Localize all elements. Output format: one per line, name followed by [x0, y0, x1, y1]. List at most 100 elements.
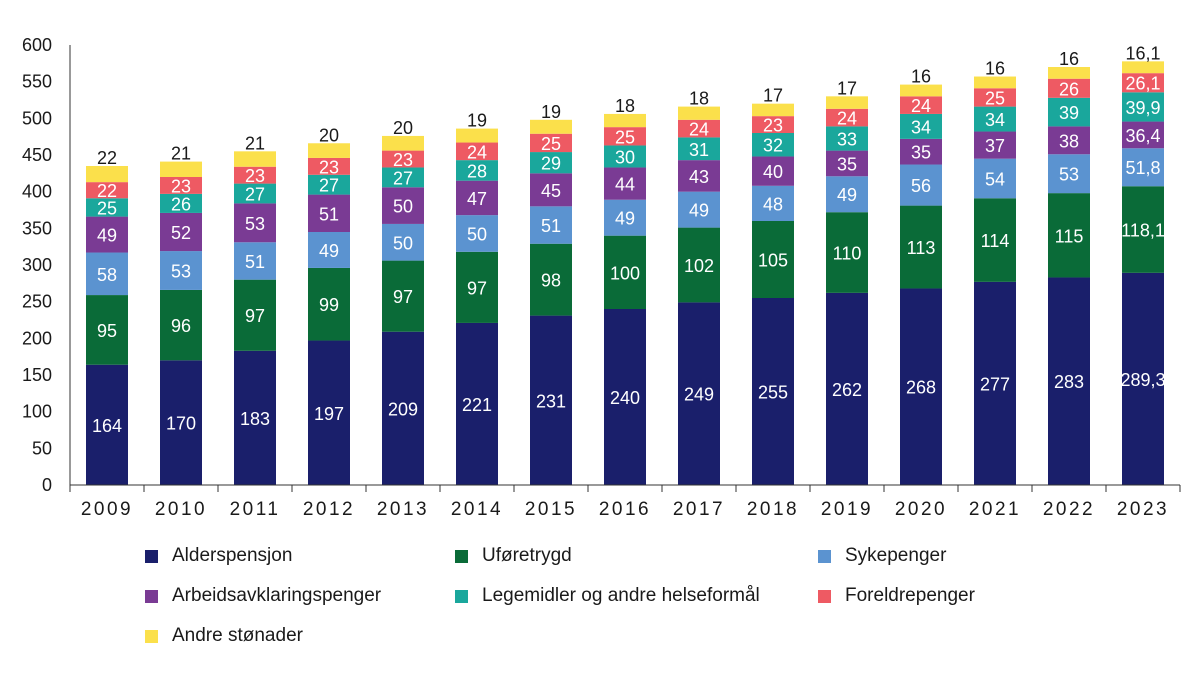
bar-segment-alderspensjon	[1122, 272, 1164, 485]
y-tick-label: 100	[22, 402, 52, 422]
data-label: 27	[393, 168, 413, 188]
bar-segment-arbeidsavklaringspenger	[826, 150, 868, 177]
bar-segment-legemidler-og-andre-helseformal	[234, 183, 276, 204]
bar-segment-sykepenger	[160, 251, 202, 290]
data-label: 96	[171, 316, 191, 336]
bar-segment-sykepenger	[456, 215, 498, 252]
data-label: 27	[245, 185, 265, 205]
bar-segment-arbeidsavklaringspenger	[1122, 121, 1164, 149]
data-label: 49	[319, 241, 339, 261]
x-tick-label: 2009	[81, 499, 133, 520]
data-label: 53	[245, 214, 265, 234]
x-tick-label: 2023	[1117, 499, 1169, 520]
y-tick-label: 150	[22, 365, 52, 385]
bar-segment-sykepenger	[308, 232, 350, 268]
data-label: 21	[171, 144, 191, 164]
bar-segment-foreldrepenger	[308, 157, 350, 175]
x-tick-label: 2015	[525, 499, 577, 520]
data-label: 110	[833, 244, 862, 264]
data-label: 26	[171, 194, 191, 214]
bar-segment-arbeidsavklaringspenger	[308, 194, 350, 232]
bar-segment-arbeidsavklaringspenger	[604, 167, 646, 200]
bar-segment-legemidler-og-andre-helseformal	[530, 152, 572, 174]
data-label: 23	[763, 116, 783, 136]
data-label: 268	[906, 378, 936, 398]
data-label: 16	[985, 59, 1005, 79]
bar-segment-sykepenger	[974, 158, 1016, 199]
bar-segment-uforetrygd	[530, 243, 572, 316]
y-tick-label: 350	[22, 218, 52, 238]
bar-segment-uforetrygd	[382, 260, 424, 332]
data-label: 40	[763, 162, 783, 182]
bar-segment-foreldrepenger	[1048, 78, 1090, 98]
bar-segment-andre-stonader	[826, 96, 868, 109]
bar-segment-foreldrepenger	[752, 116, 794, 133]
data-label: 49	[837, 185, 857, 205]
x-axis: 2009 2010 2011 2012 2013 2014 2015 2016 2017 2018…	[69, 484, 1181, 520]
bar-segment-alderspensjon	[604, 309, 646, 485]
bar-segment-andre-stonader	[160, 161, 202, 177]
data-label: 24	[911, 96, 931, 116]
legend-label-andre-stonader: Andre stønader	[172, 625, 303, 646]
legend-swatch-sykepenger	[818, 549, 831, 563]
bar-segment-sykepenger	[900, 164, 942, 206]
bar-segment-foreldrepenger	[1122, 73, 1164, 93]
data-label: 16,1	[1125, 43, 1160, 63]
bar-segment-foreldrepenger	[974, 88, 1016, 107]
data-label: 49	[615, 209, 635, 229]
bar-segment-legemidler-og-andre-helseformal	[604, 145, 646, 168]
y-tick-label: 300	[22, 255, 52, 275]
bar-segment-sykepenger	[1048, 154, 1090, 194]
bar-segment-alderspensjon	[530, 315, 572, 485]
x-tick-label: 2010	[155, 499, 207, 520]
data-label: 209	[388, 399, 418, 419]
legend: Alderspensjon Uføretrygd Sykepenger Arbe…	[0, 540, 1200, 670]
legend-label-foreldrepenger: Foreldrepenger	[845, 585, 975, 606]
data-label: 47	[467, 189, 487, 209]
data-label: 97	[467, 278, 487, 298]
bar-segment-andre-stonader	[604, 113, 646, 128]
data-label: 38	[1059, 131, 1079, 151]
data-label: 231	[536, 391, 566, 411]
legend-swatch-uforetrygd	[455, 549, 468, 563]
bar-segment-andre-stonader	[308, 143, 350, 158]
data-label: 51	[245, 252, 265, 272]
data-label: 114	[981, 231, 1010, 251]
bar-segment-uforetrygd	[1048, 193, 1090, 278]
data-label: 164	[92, 416, 122, 436]
data-label: 51	[319, 204, 339, 224]
bar-segment-alderspensjon	[456, 322, 498, 485]
bar-segment-legemidler-og-andre-helseformal	[308, 174, 350, 195]
data-label: 37	[985, 136, 1005, 156]
bar-segment-legemidler-og-andre-helseformal	[826, 126, 868, 151]
data-label: 25	[615, 127, 635, 147]
legend-item-sykepenger: Sykepenger	[818, 545, 946, 567]
bar-segment-alderspensjon	[160, 360, 202, 485]
data-label: 39,9	[1125, 98, 1160, 118]
legend-label-sykepenger: Sykepenger	[845, 545, 947, 566]
bar-segment-arbeidsavklaringspenger	[1048, 126, 1090, 155]
data-label: 43	[689, 167, 709, 187]
bar-segment-andre-stonader	[900, 84, 942, 97]
bar-segment-foreldrepenger	[530, 133, 572, 153]
bar-segment-alderspensjon	[678, 302, 720, 485]
bar-segment-sykepenger	[382, 223, 424, 261]
y-tick-label: 200	[22, 328, 52, 348]
bar-segment-uforetrygd	[308, 267, 350, 341]
bar-segment-legemidler-og-andre-helseformal	[1048, 97, 1090, 127]
bar-segment-legemidler-og-andre-helseformal	[1122, 92, 1164, 122]
data-label: 33	[837, 130, 857, 150]
bar-segment-foreldrepenger	[826, 108, 868, 127]
data-label: 20	[393, 118, 413, 138]
bar-segment-alderspensjon	[900, 288, 942, 485]
data-label: 23	[171, 176, 191, 196]
data-label: 98	[541, 271, 561, 291]
data-label: 51,8	[1125, 158, 1160, 178]
